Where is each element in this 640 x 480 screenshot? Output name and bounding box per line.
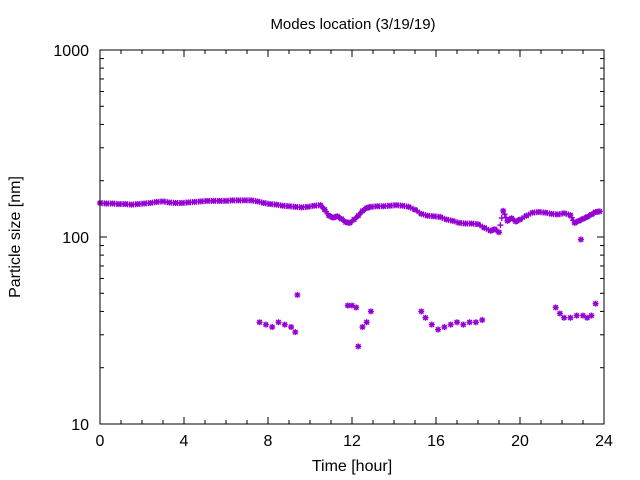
data-point	[577, 236, 584, 243]
data-point-fill	[353, 213, 360, 220]
data-point	[262, 321, 269, 328]
data-point	[592, 300, 599, 307]
data-point-fill	[447, 217, 454, 224]
data-point	[500, 207, 507, 214]
data-point-fill	[454, 219, 460, 226]
data-point-fill	[497, 222, 504, 229]
data-point	[573, 312, 580, 319]
data-point-fill	[521, 213, 528, 220]
data-point-fill	[441, 215, 448, 222]
x-tick-label: 20	[511, 433, 529, 450]
data-point	[359, 324, 366, 331]
data-point-fill	[416, 209, 423, 216]
data-point	[561, 314, 568, 321]
data-point	[363, 319, 370, 326]
data-point-fill	[595, 208, 602, 215]
data-point-fill	[315, 202, 322, 209]
data-point-fill	[565, 211, 572, 218]
data-point	[288, 324, 295, 331]
x-tick-label: 16	[427, 433, 445, 450]
x-tick-label: 24	[595, 433, 613, 450]
data-point	[466, 319, 473, 326]
x-tick-label: 8	[264, 433, 273, 450]
data-point	[460, 321, 467, 328]
data-point	[353, 304, 360, 311]
data-point-fill	[494, 228, 501, 235]
x-axis-label: Time [hour]	[312, 458, 392, 475]
data-point	[447, 321, 454, 328]
x-tick-label: 12	[343, 433, 361, 450]
data-point-fill	[501, 211, 508, 218]
data-point	[355, 343, 362, 350]
axis-ticks: 0 4 8 12 16 20 24 10 100 1000	[53, 43, 613, 450]
data-point-fill	[409, 205, 416, 212]
data-point-fill	[403, 203, 410, 210]
y-axis-label: Particle size [nm]	[7, 176, 24, 298]
plot-frame	[99, 49, 605, 425]
data-point	[556, 310, 563, 317]
data-point-fill	[258, 199, 265, 206]
x-tick-label: 0	[96, 433, 105, 450]
data-point	[422, 314, 429, 321]
data-point	[454, 319, 460, 326]
data-point	[418, 308, 425, 315]
data-point	[292, 329, 299, 336]
x-tick-label: 4	[180, 433, 189, 450]
data-point	[428, 321, 435, 328]
data-point-fill	[435, 213, 442, 220]
data-point-fill	[515, 217, 522, 224]
data-point	[281, 321, 288, 328]
data-point	[472, 319, 479, 326]
data-point	[256, 319, 263, 326]
data-points	[97, 197, 603, 350]
data-point	[441, 324, 448, 331]
data-point	[567, 314, 574, 321]
data-point	[275, 319, 282, 326]
y-tick-label: 1000	[53, 43, 89, 60]
y-tick-label: 100	[62, 230, 89, 247]
data-point	[479, 316, 486, 323]
data-point-fill	[320, 205, 327, 212]
data-point-fill	[422, 212, 429, 219]
data-point-fill	[578, 216, 585, 223]
data-point	[588, 312, 595, 319]
data-point	[294, 291, 301, 298]
data-point-fill	[591, 209, 598, 216]
y-tick-label: 10	[71, 417, 89, 434]
data-point	[552, 304, 559, 311]
data-point-fill	[527, 210, 534, 217]
data-point-fill	[479, 223, 486, 230]
chart-title: Modes location (3/19/19)	[270, 16, 435, 33]
data-point	[269, 324, 276, 331]
data-point	[435, 326, 442, 333]
data-point-fill	[345, 219, 352, 226]
data-point-fill	[472, 221, 479, 228]
data-point	[367, 308, 374, 315]
data-point-fill	[252, 198, 259, 205]
